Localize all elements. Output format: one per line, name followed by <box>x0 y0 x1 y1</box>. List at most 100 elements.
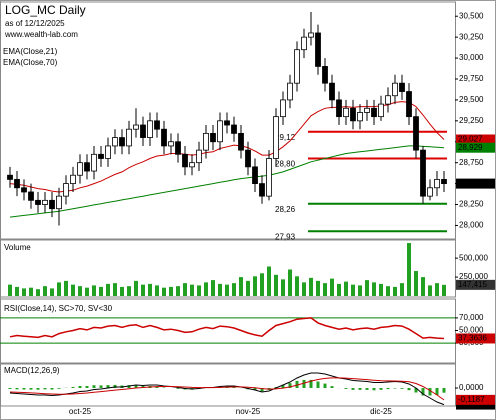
histogram-bar <box>407 388 411 391</box>
histogram-bar <box>400 388 404 389</box>
volume-bar <box>190 284 194 296</box>
volume-bar <box>442 284 446 296</box>
candle-body <box>378 103 384 118</box>
histogram-bar <box>365 388 369 390</box>
histogram-bar <box>92 385 96 388</box>
candle-body <box>357 112 363 122</box>
level-label: 28,26 <box>275 205 296 214</box>
pane-title: Volume <box>4 243 31 252</box>
histogram-bar <box>323 383 327 388</box>
candle-body <box>392 82 398 97</box>
candle-body <box>63 183 69 197</box>
candle-body <box>14 179 20 189</box>
candle-body <box>315 32 321 67</box>
candle-body <box>28 191 34 201</box>
y-tick-label: 0,0000 <box>459 383 484 392</box>
volume-bar <box>169 286 173 296</box>
volume-bar <box>120 286 124 296</box>
volume-bar <box>407 243 411 296</box>
histogram-bar <box>295 380 299 388</box>
candle-body <box>21 187 27 193</box>
volume-bar <box>43 286 47 296</box>
candle-body <box>266 158 272 197</box>
last-value-label: 28,929 <box>458 143 483 152</box>
histogram-bar <box>386 388 390 390</box>
histogram-bar <box>22 388 26 390</box>
y-tick-label: 28,750 <box>459 158 484 167</box>
histogram-bar <box>358 388 362 390</box>
volume-bar <box>134 280 138 296</box>
candle-body <box>259 183 265 197</box>
y-tick-label: 50,000 <box>459 326 484 335</box>
candle-body <box>441 179 447 185</box>
candle-body <box>217 120 223 143</box>
last-value-label: 147,415 <box>458 280 487 289</box>
y-tick-label: 70,000 <box>459 313 484 322</box>
candle-body <box>70 174 76 185</box>
pane-title: MACD(12,26,9) <box>4 366 60 375</box>
last-value-label: -0,1187 <box>458 395 485 404</box>
chart-title: LOG_MC Daily <box>5 3 86 17</box>
volume-bar <box>372 282 376 296</box>
histogram-bar <box>302 379 306 388</box>
candle-body <box>280 99 286 118</box>
y-tick-label: 250,000 <box>459 272 488 281</box>
histogram-bar <box>428 388 432 396</box>
volume-bar <box>393 286 397 296</box>
histogram-bar <box>344 388 348 389</box>
candle-body <box>154 120 160 130</box>
level-label: 28,80 <box>275 160 296 169</box>
histogram-bar <box>260 388 264 392</box>
candle-body <box>287 82 293 101</box>
volume-bar <box>281 279 285 296</box>
pane <box>0 239 456 298</box>
volume-bar <box>386 286 390 296</box>
volume-bar <box>246 280 250 296</box>
volume-bar <box>274 274 278 296</box>
histogram-bar <box>393 388 397 389</box>
macd-line <box>9 372 445 406</box>
volume-bar <box>204 282 208 296</box>
candle-body <box>336 99 342 118</box>
candle-body <box>119 137 125 147</box>
histogram-bar <box>421 388 425 396</box>
histogram-bar <box>379 388 383 390</box>
volume-bar <box>29 287 33 296</box>
candle-body <box>413 116 419 151</box>
candle-body <box>126 128 132 147</box>
candle-body <box>427 187 433 197</box>
candle-body <box>399 82 405 92</box>
histogram-bar <box>309 379 313 388</box>
volume-bar <box>218 283 222 296</box>
volume-bar <box>337 283 341 296</box>
histogram-bar <box>43 388 47 390</box>
volume-bar <box>64 280 68 296</box>
volume-bar <box>71 284 75 296</box>
volume-bar <box>36 289 40 296</box>
volume-bar <box>211 280 215 296</box>
candle-body <box>322 66 328 84</box>
candle-body <box>350 107 356 122</box>
candle-body <box>168 141 174 147</box>
histogram-bar <box>134 385 138 388</box>
volume-bar <box>57 282 61 296</box>
last-value-box <box>456 279 495 290</box>
volume-bar <box>309 277 313 296</box>
candle-body <box>105 145 111 159</box>
volume-bar <box>316 280 320 296</box>
volume-bar <box>85 287 89 296</box>
volume-bar <box>106 283 110 296</box>
candle-body <box>308 32 314 38</box>
volume-bar <box>176 286 180 296</box>
volume-bar <box>183 283 187 296</box>
volume-bar <box>50 288 54 296</box>
histogram-bar <box>442 388 446 393</box>
x-tick-label: dic-25 <box>370 407 392 416</box>
y-tick-label: 29,750 <box>459 74 484 83</box>
volume-bar <box>435 283 439 296</box>
volume-bar <box>253 276 257 296</box>
candle-body <box>231 124 237 134</box>
level-label: 29,12 <box>275 133 296 142</box>
candle-body <box>112 137 118 147</box>
